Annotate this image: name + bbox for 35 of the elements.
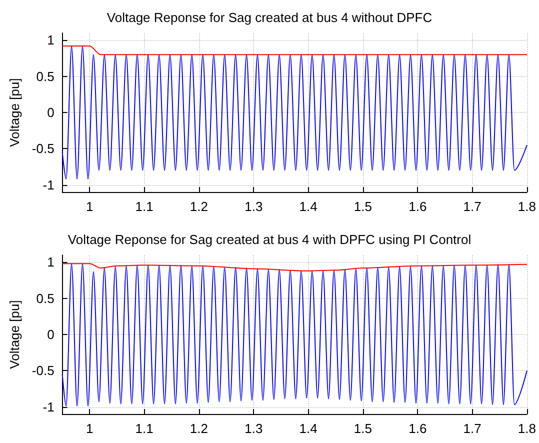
x-tick-label: 1.8 xyxy=(518,199,536,214)
x-tick-label: 1.4 xyxy=(299,421,318,436)
line-series xyxy=(62,263,528,272)
x-tick-label: 1.7 xyxy=(463,199,482,214)
y-tick-label: 0.5 xyxy=(36,68,54,84)
y-tick-label: 0 xyxy=(47,327,54,342)
x-tick-label: 1.5 xyxy=(354,199,372,214)
x-tick-label: 1.7 xyxy=(463,421,482,436)
y-tick-label: 1 xyxy=(47,32,54,48)
x-tick-label: 1 xyxy=(86,199,94,214)
chart-title: Voltage Reponse for Sag created at bus 4 without DPFC xyxy=(106,10,432,25)
x-tick-label: 1 xyxy=(86,421,94,436)
y-tick-label: -1 xyxy=(42,177,54,192)
y-axis-title: Voltage [pu] xyxy=(7,300,22,369)
x-tick-label: 1.8 xyxy=(518,421,536,436)
x-tick-label: 1.2 xyxy=(190,421,208,436)
x-tick-label: 1.2 xyxy=(190,199,208,214)
y-tick-label: 0 xyxy=(47,105,54,120)
x-tick-label: 1.1 xyxy=(135,421,154,436)
y-tick-label: -0.5 xyxy=(32,363,54,378)
x-tick-label: 1.4 xyxy=(299,199,318,214)
line-series xyxy=(62,46,528,180)
x-tick-label: 1.6 xyxy=(408,421,427,436)
chart-title: Voltage Reponse for Sag created at bus 4 with DPFC using PI Control xyxy=(68,232,472,247)
x-tick-label: 1.3 xyxy=(244,421,263,436)
y-tick-label: -1 xyxy=(42,399,54,414)
x-tick-label: 1.5 xyxy=(354,421,372,436)
y-tick-label: 0.5 xyxy=(36,290,54,306)
y-tick-label: -0.5 xyxy=(32,141,54,156)
x-tick-label: 1.1 xyxy=(135,199,154,214)
line-series xyxy=(62,263,528,407)
y-tick-label: 1 xyxy=(47,254,54,270)
x-tick-label: 1.6 xyxy=(408,199,427,214)
x-tick-label: 1.3 xyxy=(244,199,263,214)
y-axis-title: Voltage [pu] xyxy=(7,78,22,147)
